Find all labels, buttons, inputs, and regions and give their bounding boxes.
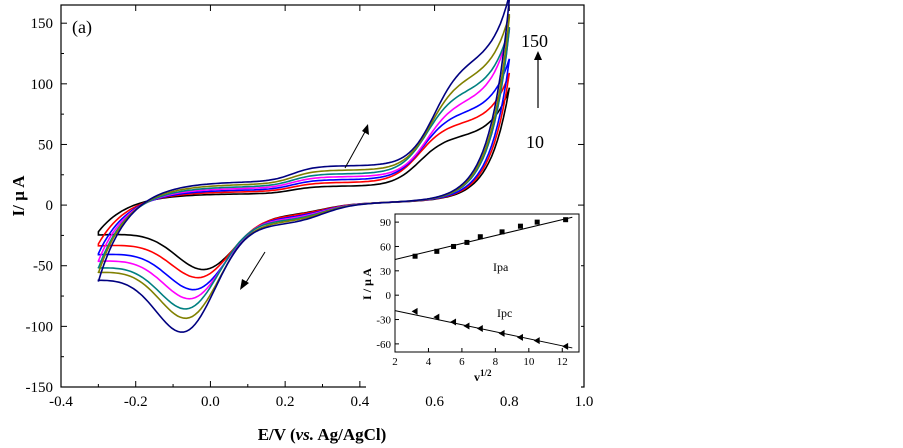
inset-x-tick-label: 12 [557, 356, 568, 368]
y-tick-label: -150 [26, 380, 54, 396]
inset-y-tick-label: -60 [376, 339, 391, 351]
x-tick-label: 0.6 [425, 394, 444, 410]
inset-background [366, 212, 581, 389]
inset-point-Ipa [434, 248, 440, 254]
inset-point-Ipc [498, 329, 505, 337]
inset-point-Ipc [450, 318, 457, 326]
main-ticks: -0.4 -0.2 0.0 0.2 0.4 0.6 0.8 1.0 -150 -100 -50 0 50… [26, 5, 594, 410]
inset-x-tick-label: 8 [493, 356, 499, 368]
inset-point-Ipa [451, 243, 457, 249]
inset-y-title: I / µ A [360, 268, 374, 300]
cv-curve-90 [97, 26, 511, 310]
y-tick-label: 50 [38, 137, 53, 153]
inset-fit-Ipc [394, 310, 573, 349]
x-tick-label: 0.4 [350, 394, 369, 410]
inset-x-tick-label: 2 [392, 356, 398, 368]
scan-rate-low-label: 10 [526, 132, 544, 152]
scan-rate-arrow [534, 51, 542, 108]
x-tick-label: 0.0 [201, 394, 220, 410]
y-tick-label: -100 [26, 319, 54, 335]
inset-y-tick-label: -30 [376, 315, 391, 327]
inset-point-Ipc [533, 337, 540, 345]
inset-x-tick-label: 6 [459, 356, 465, 368]
inset-label-ipc: Ipc [497, 306, 512, 320]
inset-point-Ipc [476, 324, 483, 332]
inset-x-title: v1/2 [474, 368, 492, 384]
y-tick-label: 150 [31, 16, 54, 32]
cv-curves [97, 0, 511, 333]
inset-point-Ipa [517, 223, 523, 229]
cv-curve-130 [97, 0, 511, 333]
inset-label-ipa: Ipa [493, 260, 509, 274]
x-tick-label: -0.2 [124, 394, 148, 410]
inset-point-Ipa [499, 229, 505, 235]
inset-point-Ipa [477, 234, 483, 240]
x-tick-label: 1.0 [575, 394, 594, 410]
x-tick-label: 0.2 [276, 394, 295, 410]
inset-point-Ipc [463, 322, 470, 330]
inset-point-Ipa [412, 253, 418, 259]
inset-y-tick-label: 30 [380, 266, 392, 278]
inset-point-Ipc [433, 313, 440, 321]
inset-point-Ipc [516, 333, 523, 341]
inset-fit-Ipa [394, 216, 573, 260]
panel-label: (a) [72, 17, 92, 38]
inset-points [394, 216, 573, 350]
anodic-sweep-arrow [344, 124, 369, 169]
inset-point-Ipa [464, 239, 470, 245]
inset-point-Ipc [411, 307, 418, 315]
inset-point-Ipa [563, 217, 569, 223]
inset-y-tick-label: 0 [386, 290, 392, 302]
y-tick-label: 100 [31, 77, 54, 93]
inset-point-Ipc [562, 342, 569, 350]
inset-plot-frame [394, 213, 580, 353]
inset-x-tick-label: 4 [426, 356, 432, 368]
scan-rate-high-label: 150 [521, 31, 548, 51]
y-tick-label: 0 [46, 198, 54, 214]
inset-y-tick-label: 60 [380, 241, 392, 253]
x-axis-title: E/V (vs. Ag/AgCl) [258, 425, 387, 444]
inset-y-tick-label: 90 [380, 217, 392, 229]
x-tick-label: -0.4 [49, 394, 73, 410]
inset-point-Ipa [534, 219, 540, 225]
inset-x-tick-label: 10 [523, 356, 535, 368]
x-tick-label: 0.8 [500, 394, 519, 410]
y-axis-title: I/ µ A [9, 175, 28, 217]
y-tick-label: -50 [33, 259, 53, 275]
inset-ticks: 2 4 6 8 10 12 -60 -30 0 30 60 90 [376, 217, 567, 368]
cathodic-sweep-arrow [240, 251, 266, 290]
